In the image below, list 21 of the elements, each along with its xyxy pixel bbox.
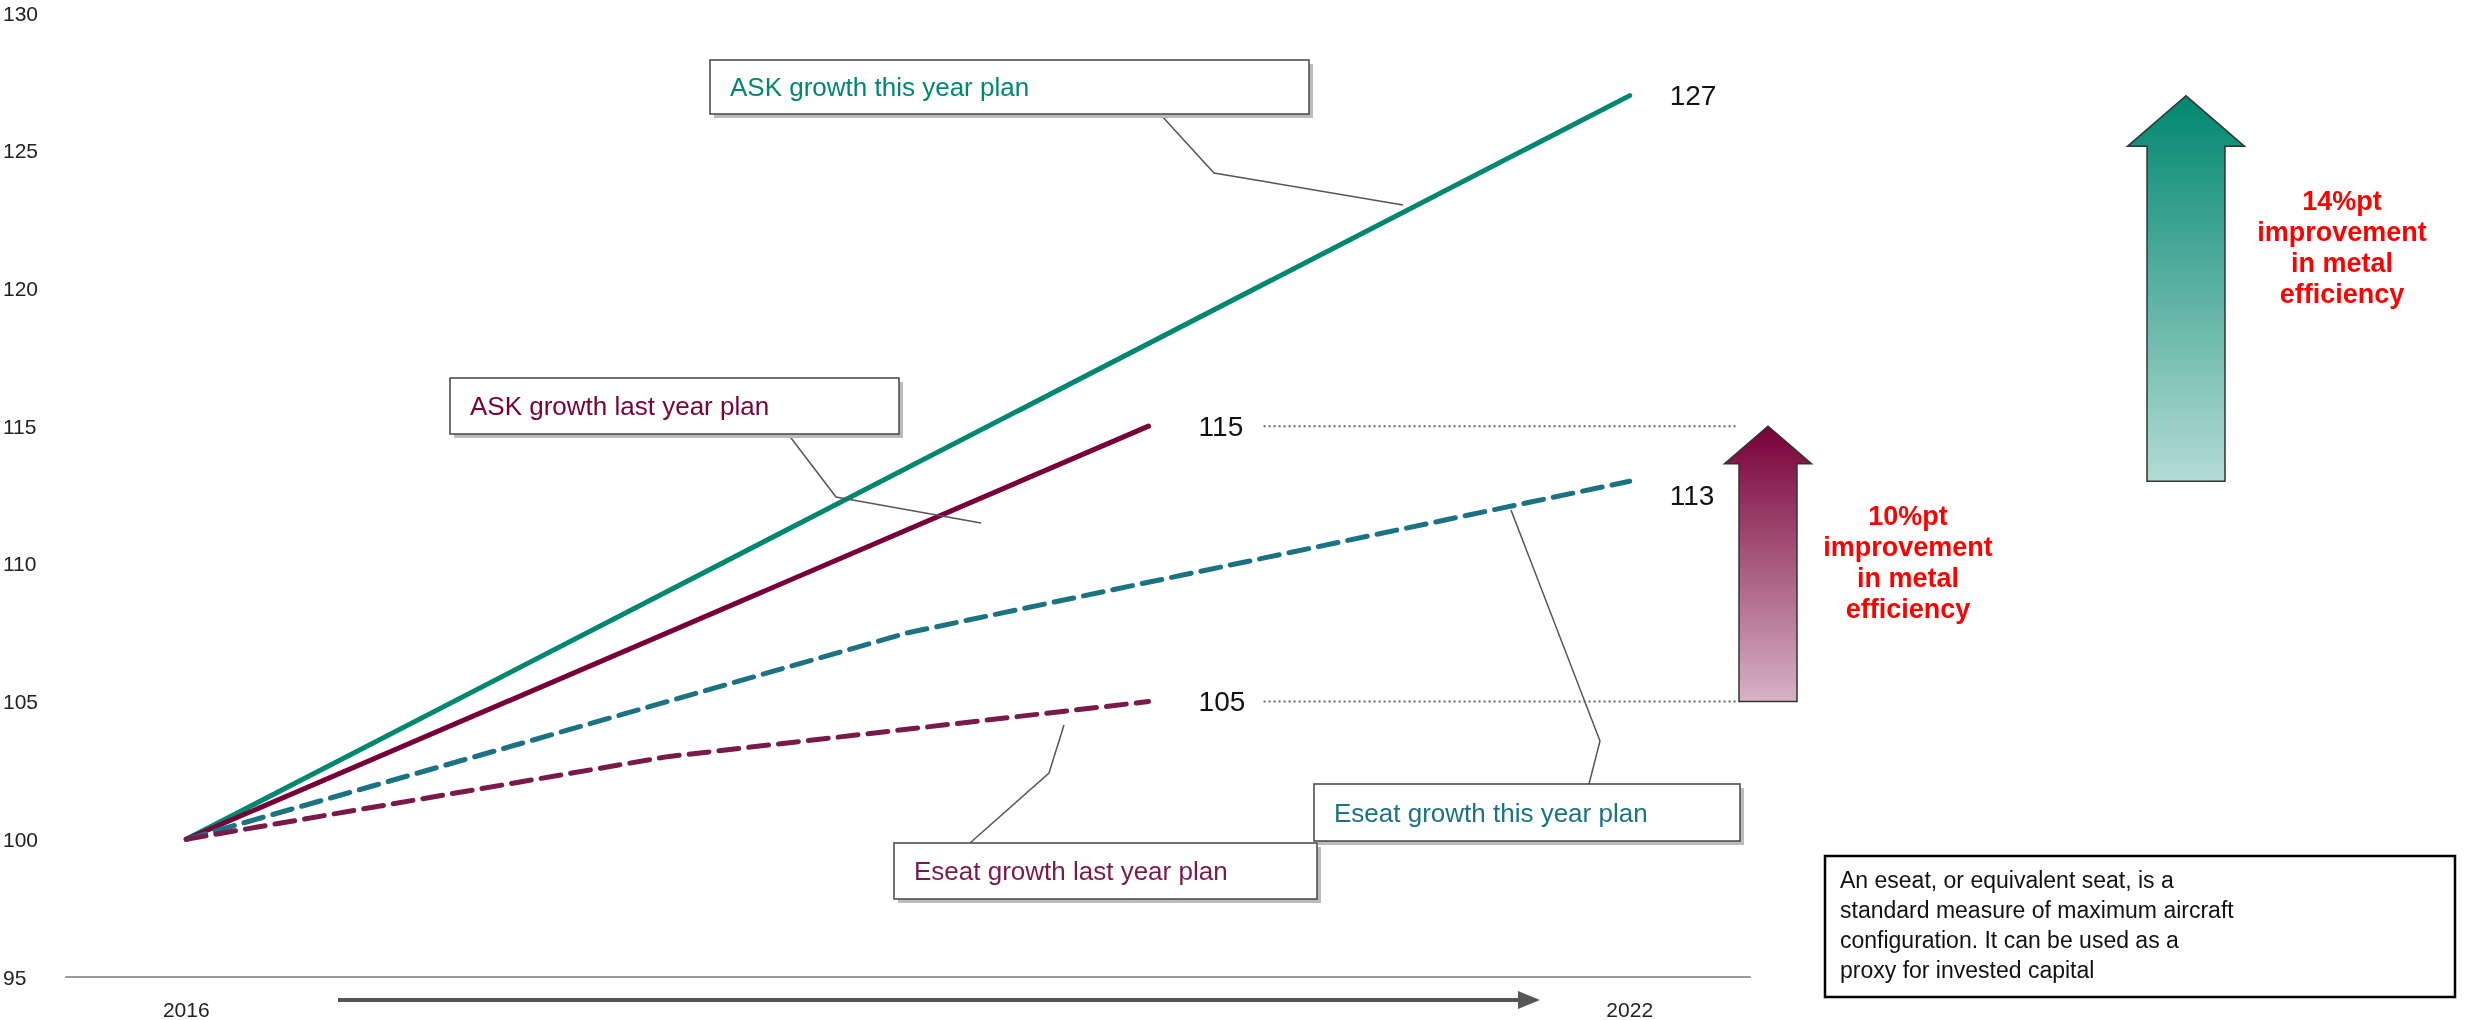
y-tick-label: 120 bbox=[3, 276, 39, 300]
y-tick-label: 95 bbox=[3, 965, 27, 989]
note-box: An eseat, or equivalent seat, is a standard measure of maximum aircraft configuration. It can be used as a proxy for invested capital bbox=[1823, 854, 2457, 999]
y-tick-label: 115 bbox=[3, 414, 37, 438]
data-label: 113 bbox=[1669, 479, 1715, 511]
y-tick-label: 105 bbox=[3, 690, 39, 714]
x-tick-label: 2016 bbox=[162, 998, 210, 1020]
text: 14%pt improvement in metal efficiency bbox=[2257, 186, 2427, 309]
x-tick-label: 2022 bbox=[1606, 998, 1654, 1020]
y-tick-label: 110 bbox=[3, 552, 37, 576]
text: 10%pt improvement in metal efficiency bbox=[1823, 501, 1993, 624]
text: Eseat growth this year plan bbox=[1334, 797, 1648, 828]
data-label: 115 bbox=[1198, 410, 1244, 442]
data-label: 127 bbox=[1669, 80, 1717, 112]
y-tick-label: 125 bbox=[3, 139, 39, 163]
text: ASK growth last year plan bbox=[470, 391, 770, 421]
data-label: 105 bbox=[1198, 686, 1246, 718]
y-tick-label: 130 bbox=[3, 1, 39, 25]
y-tick-label: 100 bbox=[3, 827, 39, 851]
text: ASK growth this year plan bbox=[730, 72, 1030, 102]
text: Eseat growth last year plan bbox=[914, 856, 1228, 886]
